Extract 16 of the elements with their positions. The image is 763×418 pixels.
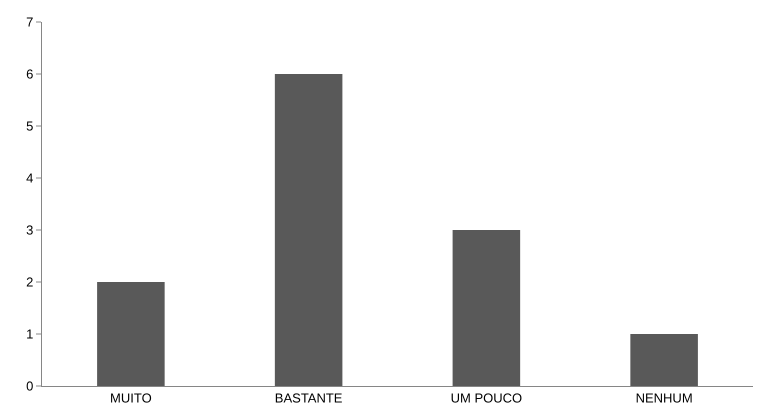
y-tick-label: 6 <box>26 66 34 82</box>
y-tick-label: 4 <box>26 170 34 186</box>
y-tick-label: 7 <box>26 14 34 30</box>
bar <box>274 74 342 386</box>
x-tick-label: MUITO <box>110 390 152 406</box>
y-tick-label: 0 <box>26 378 34 394</box>
bar <box>452 230 520 386</box>
y-tick-label: 3 <box>26 222 34 238</box>
x-tick-label: NENHUM <box>636 390 693 406</box>
bar <box>630 334 698 386</box>
bar <box>97 282 165 386</box>
x-tick-label: BASTANTE <box>274 390 343 406</box>
y-tick-label: 2 <box>26 274 34 290</box>
y-tick-label: 1 <box>26 326 34 342</box>
x-tick-label: UM POUCO <box>450 390 522 406</box>
y-tick-label: 5 <box>26 118 34 134</box>
